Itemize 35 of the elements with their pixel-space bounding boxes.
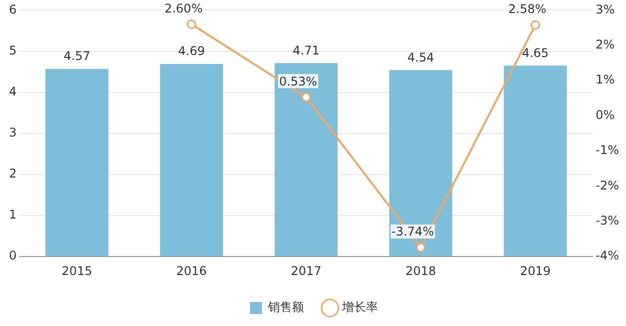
data-label: 2.60% <box>164 1 203 16</box>
point <box>301 92 311 102</box>
data-label: 4.71 <box>292 43 320 58</box>
y-tick-label: 2 <box>8 166 17 181</box>
y2-tick-label: 2% <box>596 38 615 52</box>
y-tick-label: 5 <box>8 43 17 58</box>
x-tick-label: 2018 <box>405 264 436 278</box>
y-tick-label: 1 <box>8 208 17 222</box>
point <box>416 242 426 252</box>
x-tick-label: 2017 <box>290 264 322 278</box>
data-label: 4.69 <box>178 44 205 58</box>
y2-tick-label: -3% <box>596 214 620 228</box>
x-tick-label: 2015 <box>62 264 92 278</box>
y-tick-label: 3 <box>8 126 17 140</box>
y-tick-label: 0 <box>8 248 17 263</box>
data-label: 2.58% <box>508 2 546 16</box>
data-label: 4.65 <box>522 46 549 60</box>
point <box>530 20 540 30</box>
y2-tick-label: -2% <box>596 178 620 192</box>
data-label: 4.54 <box>407 50 434 64</box>
x-tick-label: 2016 <box>176 264 207 278</box>
y2-tick-label: -1% <box>596 143 620 158</box>
point <box>186 20 196 30</box>
y2-tick-label: 1% <box>596 72 615 87</box>
y2-tick-label: -4% <box>596 248 620 263</box>
y-tick-label: 4 <box>8 84 17 98</box>
x-tick-label: 2019 <box>520 264 551 278</box>
legend-label: 增长率 <box>341 300 378 314</box>
y-tick-label: 6 <box>8 2 17 16</box>
data-label: 0.53% <box>279 74 318 88</box>
y2-tick-label: 3% <box>596 2 615 16</box>
y2-tick-label: 0% <box>596 108 615 122</box>
data-label: -3.74% <box>392 224 434 239</box>
legend-label: 销售额 <box>267 300 304 314</box>
data-label: 4.57 <box>64 49 90 64</box>
